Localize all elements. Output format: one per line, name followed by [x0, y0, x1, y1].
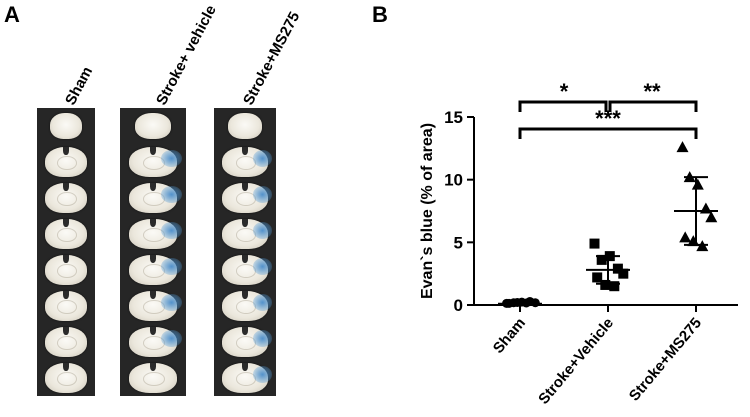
- brain-slice: [44, 362, 88, 394]
- x-tick-label: Sham: [490, 315, 529, 357]
- brain-slice: [222, 146, 272, 178]
- brain-slice: [44, 218, 88, 250]
- panel-b-letter: B: [372, 2, 388, 27]
- brain-slice: [128, 254, 182, 286]
- data-point: [699, 202, 712, 214]
- y-tick-label: 0: [454, 296, 463, 315]
- data-point: [604, 251, 615, 262]
- data-point: [512, 297, 522, 307]
- data-point: [530, 298, 540, 308]
- x-tick-label: Stroke+Vehicle: [535, 315, 617, 408]
- brain-slice: [227, 113, 263, 139]
- data-point: [521, 298, 531, 308]
- data-point: [589, 238, 600, 249]
- data-point: [683, 171, 696, 183]
- brain-slice: [44, 254, 88, 286]
- brain-slice: [128, 218, 182, 250]
- evans-blue-stain: [252, 366, 272, 384]
- data-point: [612, 263, 623, 274]
- data-point: [618, 268, 629, 279]
- evans-blue-stain: [252, 186, 272, 204]
- brain-slice: [128, 326, 182, 358]
- significance-label: *: [560, 79, 569, 104]
- data-point: [676, 141, 689, 153]
- data-point: [687, 235, 700, 247]
- brain-slice: [44, 326, 88, 358]
- brain-slice: [128, 146, 182, 178]
- y-tick-label: 5: [454, 233, 463, 252]
- evans-blue-stain: [161, 186, 182, 204]
- evans-blue-stain: [161, 330, 182, 348]
- data-point: [705, 211, 718, 223]
- evans-blue-stain: [252, 222, 272, 240]
- brain-slice: [222, 362, 272, 394]
- brain-slice: [222, 254, 272, 286]
- brain-slice: [128, 362, 178, 394]
- significance-label: ***: [595, 106, 621, 131]
- y-axis-label: Evan`s blue (% of area): [419, 123, 436, 299]
- brain-slice: [44, 290, 88, 322]
- data-point: [691, 178, 704, 190]
- data-point: [596, 254, 607, 265]
- evans-blue-stain: [161, 150, 182, 168]
- brain-slice: [222, 218, 272, 250]
- data-point: [679, 231, 692, 243]
- data-point: [592, 272, 603, 283]
- panel-a-letter: A: [4, 2, 20, 27]
- data-point: [504, 298, 514, 308]
- x-tick-label: Stroke+MS275: [626, 315, 705, 405]
- brain-slice: [128, 290, 182, 322]
- y-tick-label: 15: [444, 108, 463, 127]
- brain-slice: [44, 146, 88, 178]
- y-tick-label: 10: [444, 171, 463, 190]
- evans-blue-stain: [252, 330, 272, 348]
- brain-slice: [134, 113, 172, 139]
- data-point: [696, 240, 709, 252]
- evans-blue-stain: [161, 258, 182, 276]
- brain-slice: [222, 182, 272, 214]
- evans-blue-stain: [252, 258, 272, 276]
- significance-bracket: [518, 127, 698, 139]
- brain-slice: [44, 182, 88, 214]
- evans-blue-stain: [252, 294, 272, 312]
- data-point: [609, 281, 620, 292]
- evans-blue-stain: [161, 294, 182, 312]
- significance-label: **: [643, 79, 661, 104]
- significance-bracket: [518, 100, 608, 112]
- brain-slice: [222, 290, 272, 322]
- brain-slice: [222, 326, 272, 358]
- data-point: [600, 279, 611, 290]
- brain-slice: [50, 113, 82, 139]
- evans-blue-stain: [161, 222, 182, 240]
- evans-blue-stain: [252, 150, 272, 168]
- significance-bracket: [608, 100, 698, 112]
- brain-slice: [128, 182, 182, 214]
